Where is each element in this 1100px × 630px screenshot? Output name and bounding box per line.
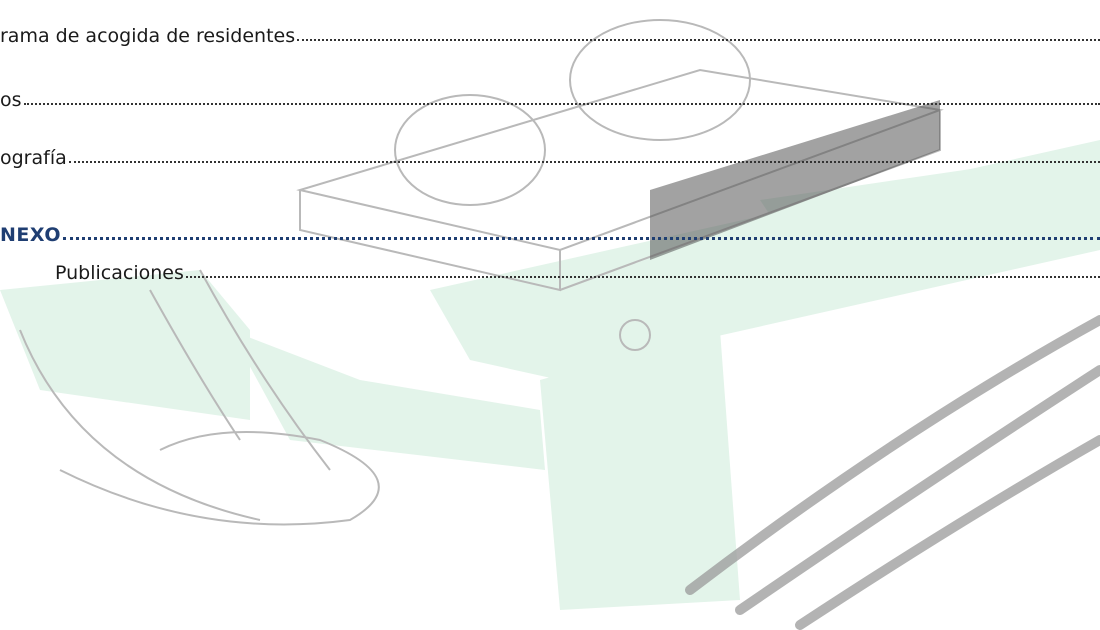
toc-entry-title: os (0, 89, 22, 111)
dot-leader (63, 237, 1100, 240)
dot-leader (68, 161, 1100, 163)
toc-entry-title: rama de acogida de residentes (0, 25, 296, 47)
dot-leader (23, 103, 1100, 105)
toc-entry-title: ografía (0, 147, 67, 169)
toc-section-title: NEXO (0, 224, 62, 246)
toc-entry[interactable]: ografía (0, 140, 1100, 169)
toc-entry[interactable]: os (0, 82, 1100, 111)
dot-leader (185, 276, 1100, 278)
dot-leader (297, 39, 1100, 41)
toc-entry-title: Publicaciones (55, 262, 184, 284)
toc-entry[interactable]: rama de acogida de residentes (0, 18, 1100, 47)
toc-entry[interactable]: Publicaciones (55, 255, 1100, 284)
toc-section[interactable]: NEXO (0, 217, 1100, 246)
